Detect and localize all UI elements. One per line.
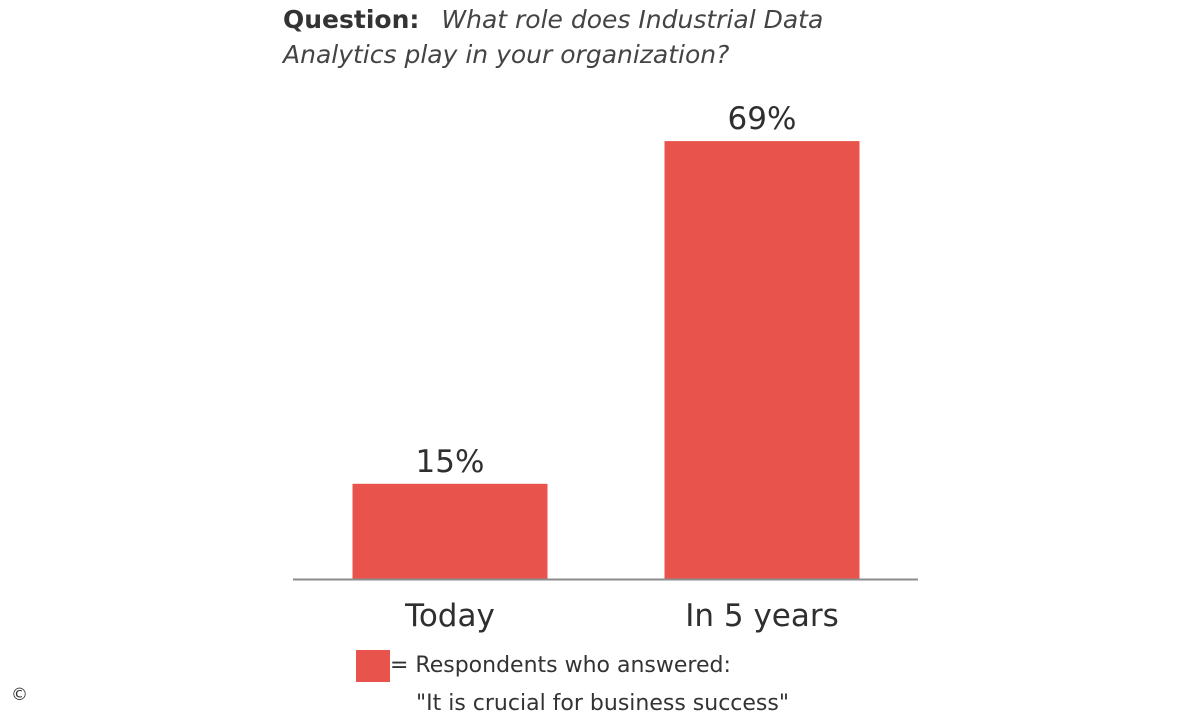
value-label: 69% [728, 101, 797, 137]
bar-today [352, 483, 548, 579]
legend-text-line1: = Respondents who answered: [390, 653, 731, 678]
question-text: What role does Industrial Data Analytics… [283, 5, 824, 69]
category-label: In 5 years [685, 598, 839, 634]
question-label: Question: [283, 5, 420, 34]
bar-in-5-years [664, 141, 860, 579]
copyright-icon: © [11, 685, 28, 705]
legend-swatch [356, 650, 390, 682]
value-label: 15% [416, 444, 485, 480]
legend-text-line2: "It is crucial for business success" [416, 691, 789, 716]
category-label: Today [404, 598, 495, 634]
chart-question: Question: What role does Industrial Data … [283, 2, 903, 72]
bar-chart: 15% Today 69% In 5 years [293, 101, 918, 634]
